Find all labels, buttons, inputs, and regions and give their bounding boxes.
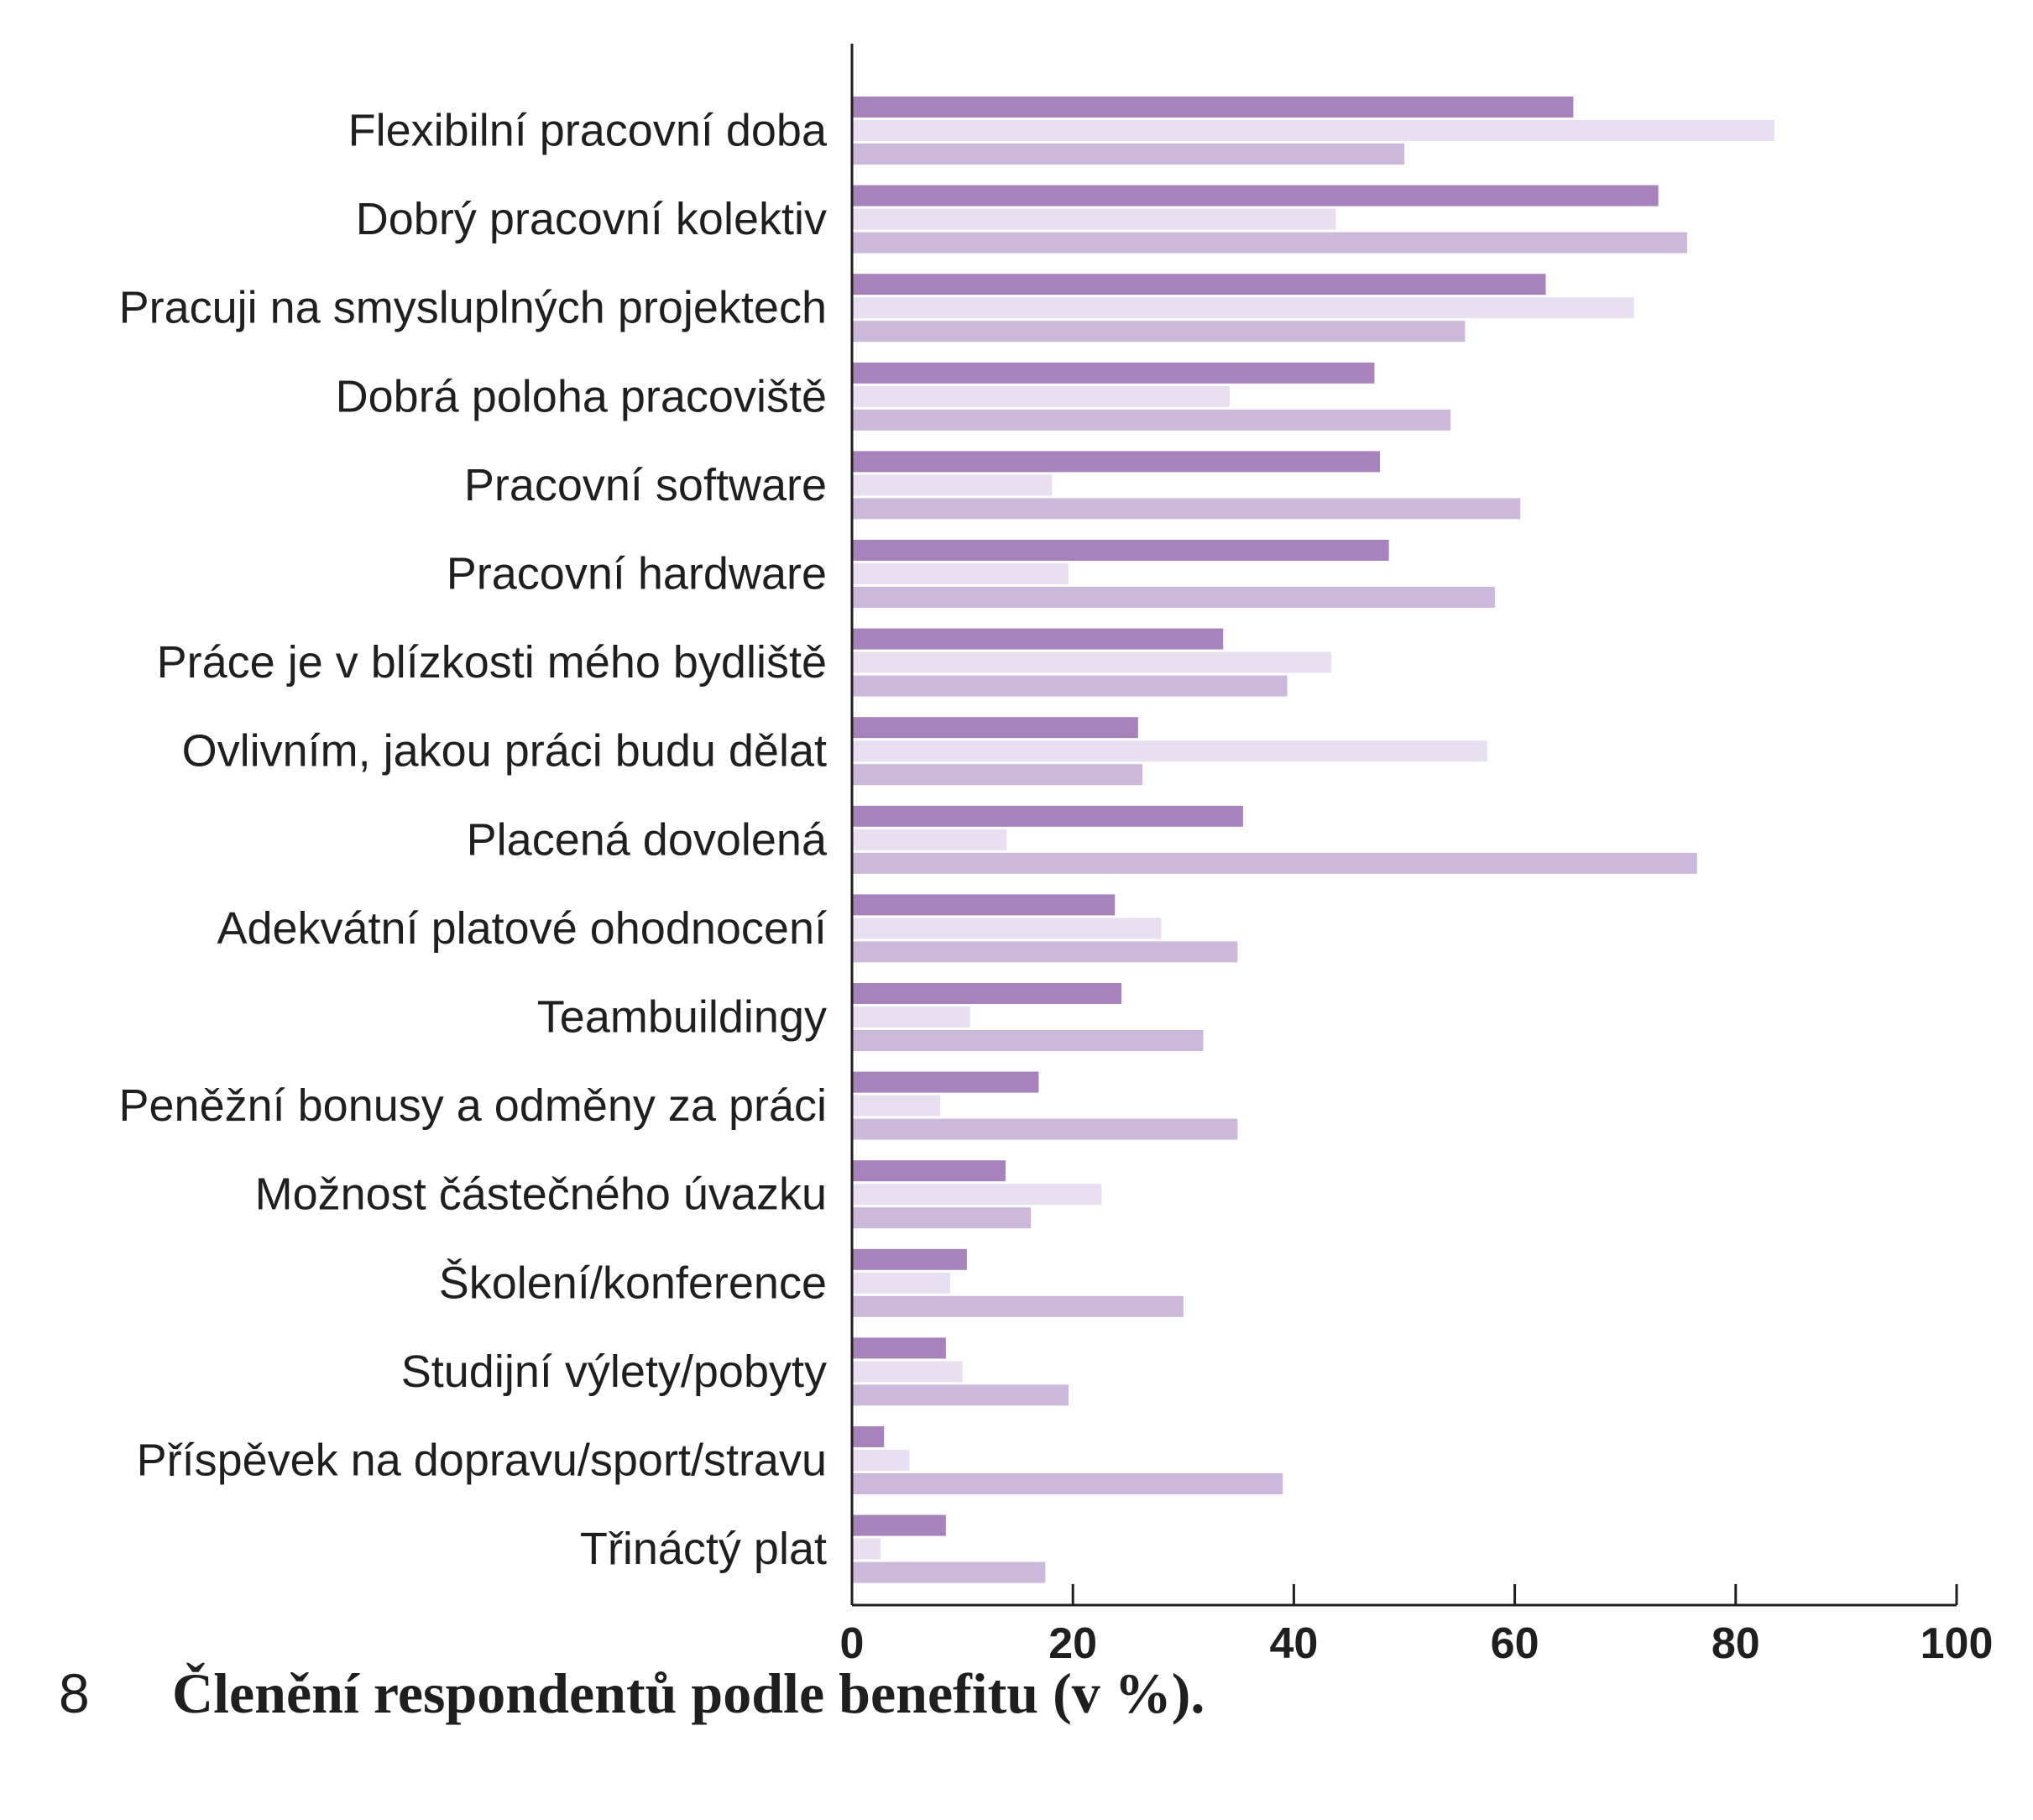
x-tick-label: 40 [1269,1619,1318,1668]
bar [852,1337,946,1359]
figure-caption: 8 Členění respondentů podle benefitu (v … [59,1660,1205,1736]
bar [852,409,1451,431]
bar [852,1030,1204,1051]
category-label: Pracovní hardware [447,549,827,599]
bar [852,675,1288,697]
category-label: Dobrý pracovní kolektiv [356,194,827,244]
category-label: Práce je v blízkosti mého bydliště [157,637,827,688]
bar [852,852,1697,874]
bar [852,587,1495,608]
x-tick-label: 0 [840,1619,865,1668]
bar [852,1426,885,1447]
bar [852,1007,970,1028]
bar [852,540,1389,561]
bar [852,297,1634,319]
bar [852,1295,1184,1317]
category-label: Peněžní bonusy a odměny za práci [118,1080,827,1131]
bar [852,1514,946,1536]
category-label: Třináctý plat [580,1524,827,1574]
bar [852,740,1487,762]
bar [852,1450,910,1471]
bar [852,764,1143,786]
bar [852,1184,1102,1205]
bar [852,1207,1032,1229]
category-label: Pracuji na smysluplných projektech [119,283,827,333]
category-label: Ovlivním, jakou práci budu dělat [182,726,827,777]
x-tick-label: 100 [1921,1619,1994,1668]
category-label: Studijní výlety/pobyty [401,1347,827,1397]
bar [852,97,1574,118]
category-label: Flexibilní pracovní doba [348,106,828,156]
x-axis-ticks: 0 20 40 60 80 100 [840,1584,1994,1668]
bar [852,651,1332,673]
bar [852,628,1224,650]
bar [852,498,1521,520]
x-tick-label: 80 [1712,1619,1760,1668]
bar [852,362,1375,384]
bar [852,385,1231,407]
category-label: Možnost částečného úvazku [255,1169,827,1220]
x-tick-label: 60 [1491,1619,1539,1668]
category-label: Školení/konference [439,1258,827,1308]
x-tick-label: 20 [1048,1619,1097,1668]
bar [852,918,1162,939]
bar [852,805,1243,827]
bar [852,1071,1039,1093]
category-labels: Flexibilní pracovní doba Dobrý pracovní k… [118,106,827,1575]
bars-group [852,97,1774,1583]
bar [852,1538,881,1560]
bar [852,1272,951,1294]
bar [852,120,1774,141]
category-label: Placená dovolená [467,814,828,865]
bar-chart: Flexibilní pracovní doba Dobrý pracovní k… [118,44,1994,1668]
category-label: Příspěvek na dopravu/sport/stravu [137,1436,827,1486]
bar [852,1473,1283,1494]
bar [852,983,1122,1004]
bar [852,1248,967,1270]
bar [852,474,1053,496]
bar [852,894,1116,916]
category-label: Adekvátní platové ohodnocení [217,903,827,954]
bar [852,451,1381,473]
bar [852,717,1138,739]
bar [852,1561,1046,1583]
category-label: Dobrá poloha pracoviště [336,371,827,421]
bar [852,829,1007,850]
bar [852,274,1546,295]
bar [852,1095,941,1117]
bar [852,208,1336,230]
bar [852,563,1069,584]
bar [852,1384,1069,1406]
bar [852,144,1404,165]
bar [852,1160,1006,1182]
figure-number: 8 [59,1662,90,1724]
figure-title: Členění respondentů podle benefitu (v %)… [172,1661,1205,1725]
bar [852,941,1238,963]
category-label: Teambuildingy [537,992,827,1043]
category-label: Pracovní software [464,460,827,510]
bar [852,1118,1238,1140]
bar [852,185,1659,207]
bar [852,321,1466,343]
bar [852,1361,963,1383]
bar [852,232,1687,254]
